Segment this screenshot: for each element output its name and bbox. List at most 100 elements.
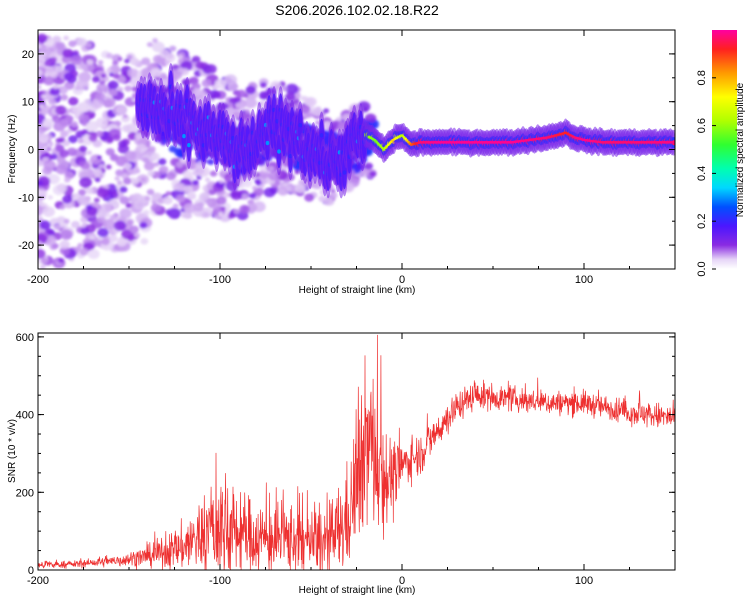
spectrogram-blob — [151, 41, 165, 53]
spectrogram-blob — [195, 61, 206, 70]
spectrogram-blob — [97, 216, 106, 224]
spectrogram-blob — [38, 180, 44, 187]
spectrogram-blob — [60, 229, 73, 240]
spectrogram-blob — [108, 72, 115, 77]
spectrogram-blob — [114, 176, 120, 181]
spectrogram-ytick-label: 20 — [22, 49, 34, 61]
spectrogram-blob — [79, 176, 92, 188]
spectrogram-blob — [39, 264, 46, 269]
spectrogram-blob — [48, 98, 57, 106]
spectrogram-blob — [124, 150, 137, 161]
spectrogram-blob — [110, 200, 118, 207]
spectrogram-ytick-label: -20 — [18, 240, 34, 252]
spectrogram-blob — [38, 33, 48, 43]
spectrogram-blob — [43, 76, 55, 86]
spectrogram-blob — [121, 229, 133, 240]
spectrogram-blob — [49, 87, 60, 96]
snr-xtick-label: 0 — [399, 575, 405, 587]
spectrogram-blob — [294, 169, 300, 175]
spectrogram-blob — [59, 240, 71, 250]
spectrogram-ridge-core — [277, 149, 281, 154]
spectrogram-blob — [88, 134, 98, 142]
spectrogram-blob — [74, 85, 81, 91]
colorbar-tick-label: 0.0 — [696, 261, 708, 276]
spectrogram-blob — [233, 208, 240, 215]
spectrogram-blob — [268, 171, 279, 181]
spectrogram-blob — [56, 183, 68, 193]
spectrogram-blob — [244, 97, 258, 109]
spectrogram-blob — [63, 218, 70, 224]
colorbar-tick-label: 0.2 — [696, 214, 708, 229]
spectrogram-blob — [58, 258, 65, 263]
spectrogram-xtick-label: -100 — [209, 274, 231, 286]
spectrogram-blob — [77, 195, 90, 206]
spectrogram-blob — [64, 171, 75, 180]
spectrogram-blob — [101, 238, 110, 246]
spectrogram-blob — [177, 66, 184, 73]
spectrogram-blob — [55, 41, 66, 50]
spectrogram-blob — [153, 171, 161, 178]
spectrogram-blob — [116, 237, 127, 247]
spectrogram-blob — [86, 150, 93, 156]
spectrogram-blob — [51, 115, 61, 123]
spectrogram-blob — [141, 57, 151, 66]
spectrogram-blob — [124, 85, 132, 92]
spectrogram-blob — [329, 191, 338, 199]
spectrogram-blob — [38, 84, 42, 90]
spectrogram-blob — [43, 160, 57, 171]
spectrogram-blob — [62, 140, 70, 147]
spectrogram-blob — [165, 191, 171, 196]
spectrogram-blob — [369, 170, 377, 177]
spectrogram-blob — [183, 203, 196, 214]
spectrogram-blob — [116, 180, 123, 186]
spectrogram-blob — [263, 187, 276, 198]
spectrogram-blob — [55, 144, 65, 153]
spectrogram-blob — [177, 54, 183, 59]
spectrogram-blob — [134, 232, 141, 238]
spectrogram-blob — [80, 227, 90, 235]
spectrogram-blob — [52, 84, 59, 90]
spectrogram-blob — [38, 61, 42, 66]
spectrogram-blob — [172, 184, 180, 191]
spectrogram-blob — [106, 136, 114, 143]
snr-ytick-label: 0 — [28, 565, 34, 577]
spectrogram-blob — [119, 186, 128, 193]
spectrogram-blob — [77, 138, 84, 144]
spectrogram-blob — [364, 162, 373, 170]
spectrogram-blob — [135, 132, 143, 140]
spectrogram-blob — [121, 124, 131, 133]
spectrogram-blob — [113, 245, 119, 251]
spectrogram-blob — [218, 179, 224, 184]
spectrogram-blob — [119, 196, 130, 205]
spectrogram-blob — [38, 240, 44, 248]
spectrogram-blob — [93, 197, 100, 203]
spectrogram-blob — [304, 193, 315, 202]
spectrogram-ridge-core — [182, 133, 186, 139]
spectrogram-blob — [47, 173, 60, 185]
spectrogram-blob — [176, 161, 184, 168]
spectrogram-blob — [285, 83, 299, 95]
spectrogram-blob — [95, 92, 106, 101]
spectrogram-blob — [152, 38, 158, 43]
spectrogram-blob — [146, 42, 153, 48]
spectrogram-blob — [142, 209, 150, 216]
spectrogram-blob — [192, 179, 199, 186]
spectrogram-blob — [140, 177, 146, 182]
spectrogram-blob — [79, 145, 88, 153]
spectrogram-blob — [252, 185, 258, 191]
spectrogram-blob — [268, 165, 275, 172]
spectrogram-blob — [186, 191, 197, 200]
spectrogram-blob — [162, 196, 173, 205]
spectrogram-blob — [92, 76, 100, 83]
spectrogram-blob — [364, 113, 377, 124]
snr-ytick-label: 400 — [16, 410, 34, 422]
spectrogram-blob — [94, 177, 101, 183]
spectrogram-blob — [39, 104, 45, 109]
spectrogram-blob — [119, 208, 132, 219]
spectrogram-blob — [153, 162, 160, 167]
spectrogram-blob — [39, 220, 51, 230]
spectrogram-blob — [294, 183, 306, 194]
spectrogram-blob — [66, 128, 73, 134]
spectrogram-blob — [182, 170, 193, 179]
